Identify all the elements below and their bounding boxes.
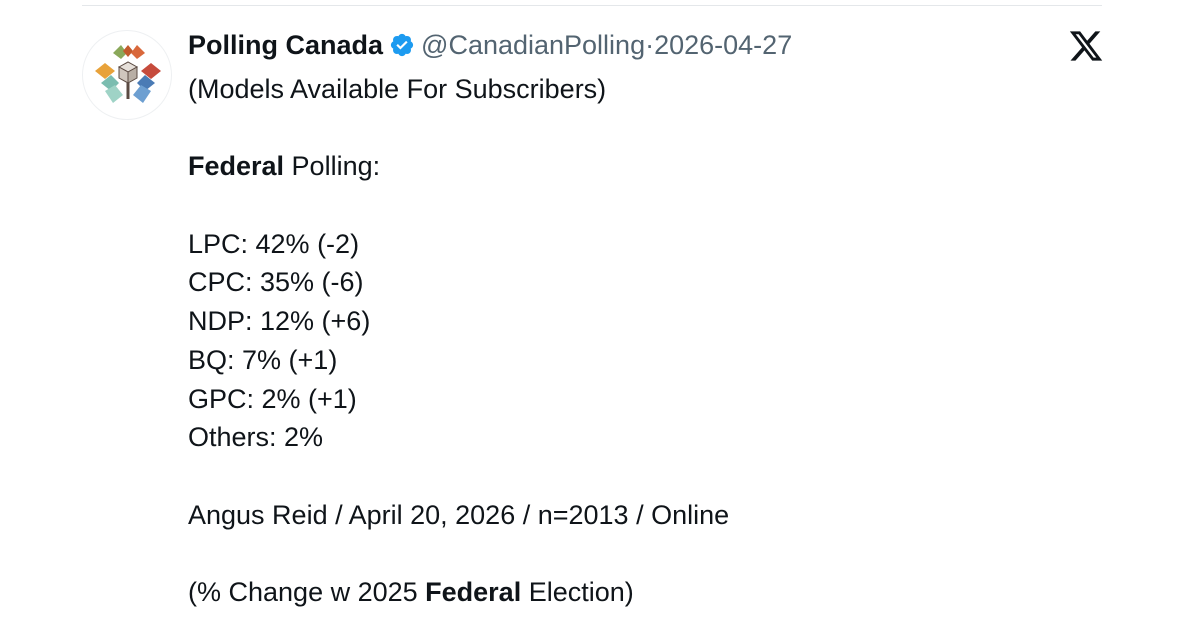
avatar[interactable] <box>82 30 172 120</box>
result-gpc: GPC: 2% (+1) <box>188 383 357 414</box>
note-bold: Federal <box>425 576 522 607</box>
tweet-body: (Models Available For Subscribers) Feder… <box>188 70 1068 612</box>
heading-bold: Federal <box>188 151 285 182</box>
blank-line <box>188 534 1068 573</box>
blank-line <box>188 457 1068 496</box>
x-logo-icon[interactable] <box>1068 28 1104 64</box>
polling-canada-logo-icon <box>95 45 161 103</box>
blank-line <box>188 186 1068 225</box>
subscribers-line: (Models Available For Subscribers) <box>188 74 607 104</box>
verified-badge-icon <box>390 33 414 57</box>
result-others: Others: 2% <box>188 422 324 453</box>
note-line: (% Change w 2025 Federal Election) <box>188 573 1068 612</box>
tweet-header: Polling Canada @CanadianPolling · 2026-0… <box>188 26 792 64</box>
note-pre: (% Change w 2025 <box>188 576 426 607</box>
result-ndp: NDP: 12% (+6) <box>188 306 371 337</box>
result-bq: BQ: 7% (+1) <box>188 344 338 375</box>
note-post: Election) <box>521 576 634 607</box>
result-lpc: LPC: 42% (-2) <box>188 228 360 259</box>
top-divider <box>82 5 1102 6</box>
source-line: Angus Reid / April 20, 2026 / n=2013 / O… <box>188 499 730 530</box>
header-separator: · <box>645 30 655 60</box>
result-cpc: CPC: 35% (-6) <box>188 267 364 298</box>
heading-line: Federal Polling: <box>188 147 1068 186</box>
tweet-card: Polling Canada @CanadianPolling · 2026-0… <box>82 26 1112 626</box>
user-handle[interactable]: @CanadianPolling <box>421 30 646 60</box>
heading-rest: Polling: <box>284 151 381 182</box>
post-date[interactable]: 2026-04-27 <box>654 30 793 60</box>
display-name[interactable]: Polling Canada <box>188 30 384 60</box>
blank-line <box>188 109 1068 148</box>
